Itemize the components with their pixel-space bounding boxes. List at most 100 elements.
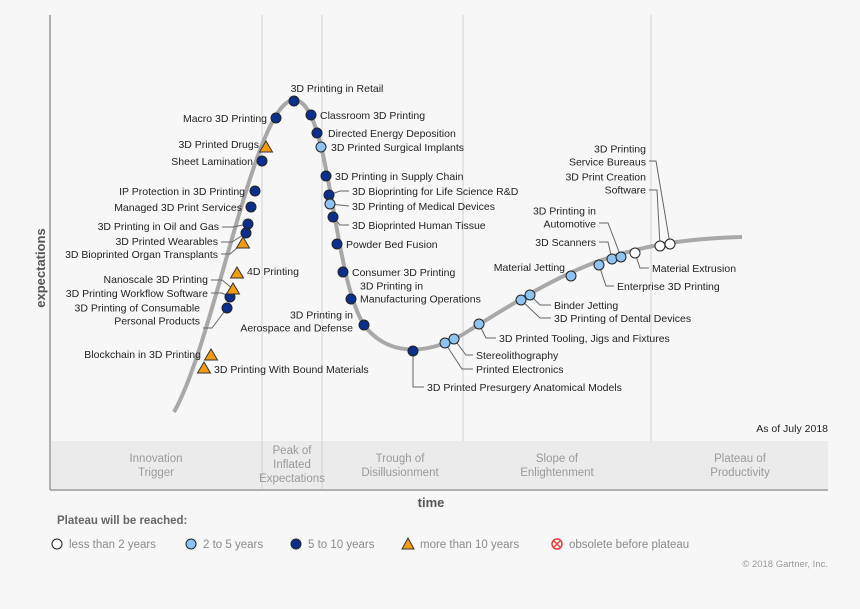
innovation-point: Binder Jetting [524,289,618,312]
innovation-label: 3D Scanners [535,237,596,249]
leader-line [520,299,551,319]
innovation-label: 3D Printing of Dental Devices [554,313,691,325]
innovation-label: 3D Printing in [533,206,596,218]
innovation-label: 3D Printing of Medical Devices [352,201,495,213]
innovation-point: 3D Printing of Dental Devices [515,294,691,325]
innovation-point: 3D Printing Workflow Software [66,288,236,303]
innovation-label: Directed Energy Deposition [328,128,456,140]
innovation-label: 3D Bioprinted Human Tissue [352,220,486,232]
as-of-date: As of July 2018 [756,423,828,435]
innovation-point: Material Jetting [494,262,577,282]
orange-triangle-marker [229,266,245,279]
innovation-point: Printed Electronics [439,337,564,376]
dark-blue-circle-marker [249,185,261,197]
innovation-label: Printed Electronics [476,364,564,376]
innovation-point: IP Protection in 3D Printing [119,185,261,198]
phase-label: Plateau of [714,453,767,465]
innovation-point: 4D Printing [229,266,299,279]
innovation-point: 3D Bioprinted Organ Transplants [65,236,251,261]
innovation-label: Service Bureaus [569,157,646,169]
innovation-label: 3D Printing in [290,310,353,322]
white-circle-marker [629,247,641,259]
orange-triangle-marker [225,282,241,295]
innovation-label: 3D Printed Wearables [115,236,218,248]
innovation-point: Blockchain in 3D Printing [84,348,219,361]
phase-label: Peak of [273,445,313,457]
dark-blue-circle-marker [331,238,343,250]
innovation-label: 3D Printing in [360,281,423,293]
dark-blue-circle-marker [256,155,268,167]
phase-label: Enlightenment [520,467,594,479]
innovation-label: 3D Printed Tooling, Jigs and Fixtures [499,333,670,345]
white-circle-marker [664,238,676,250]
dark-blue-circle-marker [327,211,339,223]
phase-label: Trigger [138,467,174,479]
innovation-point: 3D Printed Surgical Implants [315,141,464,154]
innovation-point: Powder Bed Fusion [331,238,438,251]
innovation-point: 3D Printing in Retail [288,83,384,107]
leader-line [649,160,671,245]
white-circle-icon [51,538,63,550]
y-axis-label: expectations [33,228,48,307]
innovation-point: 3D Printing in Supply Chain [320,170,464,183]
leader-line [221,232,247,243]
legend-label: 2 to 5 years [203,539,263,551]
dark-blue-circle-icon [290,538,302,550]
light-blue-circle-marker [615,251,627,263]
legend-item: 2 to 5 years [185,538,263,551]
innovation-label: 3D Printing in Retail [291,83,384,95]
innovation-label: Powder Bed Fusion [346,239,438,251]
light-blue-circle-marker [448,333,460,345]
innovation-point: 3D Printing With Bound Materials [196,361,369,376]
innovation-point: Nanoscale 3D Printing [104,274,241,295]
legend-item: more than 10 years [401,536,519,551]
innovation-label: 3D Printing Workflow Software [66,288,208,300]
innovation-point: 3D Bioprinted Human Tissue [327,211,486,232]
innovation-label: Manufacturing Operations [360,294,481,306]
dark-blue-circle-marker [240,227,252,239]
phase-label: Innovation [129,453,182,465]
dark-blue-circle-marker [305,109,317,121]
hype-curve [172,97,743,413]
dark-blue-circle-marker [320,170,332,182]
innovation-label: IP Protection in 3D Printing [119,186,245,198]
dark-blue-circle-marker [407,345,419,357]
phase-label: Inflated [273,459,311,471]
innovation-label: Nanoscale 3D Printing [104,274,209,286]
legend-title: Plateau will be reached: [57,515,187,527]
dark-blue-circle-marker [288,95,300,107]
leader-line [453,338,473,356]
innovation-label: Automotive [543,219,596,231]
innovation-label: Managed 3D Print Services [114,202,242,214]
dark-blue-circle-marker [311,127,323,139]
dark-blue-circle-marker [242,218,254,230]
orange-triangle-marker [258,140,274,153]
dark-blue-circle-marker [345,293,357,305]
innovation-label: 3D Bioprinted Organ Transplants [65,249,218,261]
leader-line [649,189,661,247]
dark-blue-circle-marker [323,189,335,201]
innovation-label: 3D Print Creation [565,172,646,184]
light-blue-circle-marker [515,294,527,306]
innovation-label: 3D Printed Presurgery Anatomical Models [427,382,622,394]
dark-blue-circle-marker [221,302,233,314]
innovation-label: Material Jetting [494,262,565,274]
innovation-label: Software [605,185,647,197]
dark-blue-circle-marker [270,112,282,124]
leader-line [203,307,228,329]
phase-label: Disillusionment [361,467,439,479]
innovation-label: 3D Printed Drugs [178,139,259,151]
innovation-label: 3D Printed Surgical Implants [331,142,464,154]
phase-label: Productivity [710,467,770,479]
phase-band [51,441,828,489]
innovation-point: Classroom 3D Printing [305,109,425,122]
leader-line [599,241,613,260]
innovation-point: Directed Energy Deposition [311,127,456,140]
innovation-label: Classroom 3D Printing [320,110,425,122]
innovation-label: Blockchain in 3D Printing [84,349,201,361]
leader-line [211,279,234,290]
orange-triangle-marker [203,348,219,361]
